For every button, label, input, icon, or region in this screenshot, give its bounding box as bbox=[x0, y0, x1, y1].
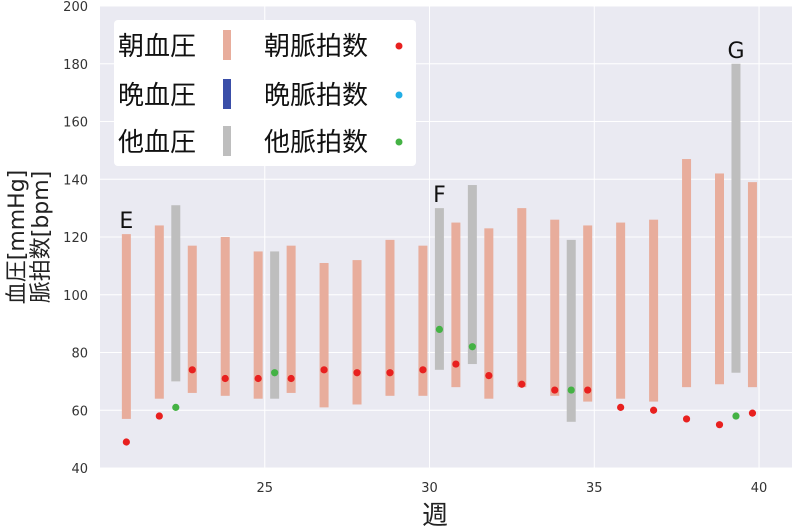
other-bp-bar bbox=[171, 205, 181, 382]
morning-bp-bar bbox=[154, 225, 164, 399]
morning-pulse-point bbox=[188, 366, 196, 374]
legend-bar-swatch bbox=[223, 126, 231, 156]
other-pulse-point bbox=[468, 343, 476, 351]
morning-bp-bar bbox=[682, 159, 692, 388]
y-tick-label: 140 bbox=[63, 173, 88, 188]
y-axis-title-line1: 血圧[mmHg] bbox=[5, 170, 30, 305]
x-axis-title: 週 bbox=[422, 501, 448, 529]
x-tick-label: 30 bbox=[421, 481, 438, 496]
y-tick-label: 100 bbox=[63, 289, 88, 304]
legend-dot-swatch bbox=[395, 91, 403, 99]
morning-pulse-point bbox=[584, 386, 592, 394]
y-tick-labels: 40 60 80 100 120 140 160 180 200 bbox=[63, 0, 88, 477]
morning-bp-bar bbox=[583, 225, 593, 402]
other-pulse-point bbox=[271, 369, 279, 377]
morning-pulse-point bbox=[221, 374, 229, 383]
legend-bar-swatch bbox=[223, 79, 231, 109]
morning-pulse-point bbox=[122, 438, 130, 446]
morning-pulse-point bbox=[650, 406, 658, 414]
legend-box bbox=[114, 20, 416, 166]
x-tick-label: 35 bbox=[586, 481, 603, 496]
morning-pulse-point bbox=[617, 403, 625, 411]
other-pulse-point bbox=[567, 386, 575, 394]
morning-bp-bar bbox=[517, 208, 527, 388]
morning-bp-bar bbox=[649, 219, 659, 402]
morning-pulse-point bbox=[551, 386, 559, 394]
other-bp-bar bbox=[566, 239, 576, 422]
morning-pulse-point bbox=[748, 409, 757, 417]
morning-bp-bar bbox=[715, 173, 725, 385]
morning-bp-bar bbox=[187, 245, 197, 393]
legend-label: 他血圧 bbox=[118, 128, 196, 158]
morning-pulse-point bbox=[485, 372, 493, 380]
morning-bp-bar bbox=[550, 219, 560, 396]
morning-bp-bar bbox=[121, 234, 131, 419]
morning-pulse-point bbox=[452, 360, 460, 368]
morning-bp-bar bbox=[286, 245, 296, 393]
y-tick-label: 160 bbox=[63, 116, 88, 131]
morning-pulse-point bbox=[155, 412, 163, 420]
legend-dot-swatch bbox=[395, 42, 403, 50]
morning-bp-bar bbox=[220, 237, 230, 396]
morning-bp-bar bbox=[319, 262, 329, 408]
annotation-label: G bbox=[727, 39, 744, 64]
legend-label: 朝脈拍数 bbox=[264, 32, 368, 62]
y-tick-label: 120 bbox=[63, 231, 88, 246]
morning-bp-bar bbox=[385, 239, 395, 396]
y-tick-label: 200 bbox=[63, 0, 88, 15]
other-pulse-point bbox=[435, 325, 444, 333]
x-tick-label: 40 bbox=[751, 481, 768, 496]
other-pulse-point bbox=[172, 403, 180, 411]
morning-pulse-point bbox=[287, 374, 295, 383]
annotation-label: E bbox=[119, 209, 133, 234]
other-bp-bar bbox=[270, 251, 280, 399]
morning-bp-bar bbox=[352, 260, 362, 405]
legend-bar-swatch bbox=[223, 30, 231, 60]
other-bp-bar bbox=[467, 185, 477, 365]
morning-pulse-point bbox=[715, 421, 724, 429]
morning-bp-bar bbox=[747, 182, 757, 388]
morning-pulse-point bbox=[682, 415, 691, 423]
y-tick-label: 40 bbox=[71, 462, 88, 477]
morning-pulse-point bbox=[254, 374, 262, 383]
other-bp-bar bbox=[434, 208, 444, 370]
pulse-points bbox=[122, 325, 757, 446]
y-tick-label: 60 bbox=[71, 404, 88, 419]
legend-label: 晩血圧 bbox=[118, 81, 196, 111]
morning-pulse-point bbox=[353, 369, 361, 377]
y-tick-label: 80 bbox=[71, 347, 88, 362]
morning-pulse-point bbox=[518, 380, 526, 388]
morning-bp-bar bbox=[418, 245, 428, 396]
morning-pulse-point bbox=[419, 366, 427, 374]
morning-pulse-point bbox=[386, 369, 394, 377]
other-bp-bar bbox=[731, 63, 741, 373]
morning-bp-bar bbox=[253, 251, 263, 399]
y-tick-label: 180 bbox=[63, 58, 88, 73]
morning-bp-bar bbox=[451, 222, 461, 388]
y-axis-title: 血圧[mmHg] 脈拍数[bpm] bbox=[5, 170, 54, 305]
annotations: E F G bbox=[119, 39, 744, 234]
x-tick-label: 25 bbox=[256, 481, 273, 496]
legend-dot-swatch bbox=[395, 138, 403, 146]
x-tick-labels: 25 30 35 40 bbox=[256, 481, 767, 496]
morning-bp-bar bbox=[616, 222, 626, 399]
morning-bp-bar bbox=[484, 228, 494, 399]
annotation-label: F bbox=[433, 183, 446, 208]
legend-label: 晩脈拍数 bbox=[264, 81, 368, 111]
morning-pulse-point bbox=[320, 366, 328, 374]
bp-range-bars bbox=[121, 63, 757, 422]
y-axis-title-line2: 脈拍数[bpm] bbox=[29, 171, 54, 304]
other-pulse-point bbox=[732, 412, 740, 420]
legend-label: 朝血圧 bbox=[118, 32, 196, 62]
legend-label: 他脈拍数 bbox=[264, 128, 368, 158]
